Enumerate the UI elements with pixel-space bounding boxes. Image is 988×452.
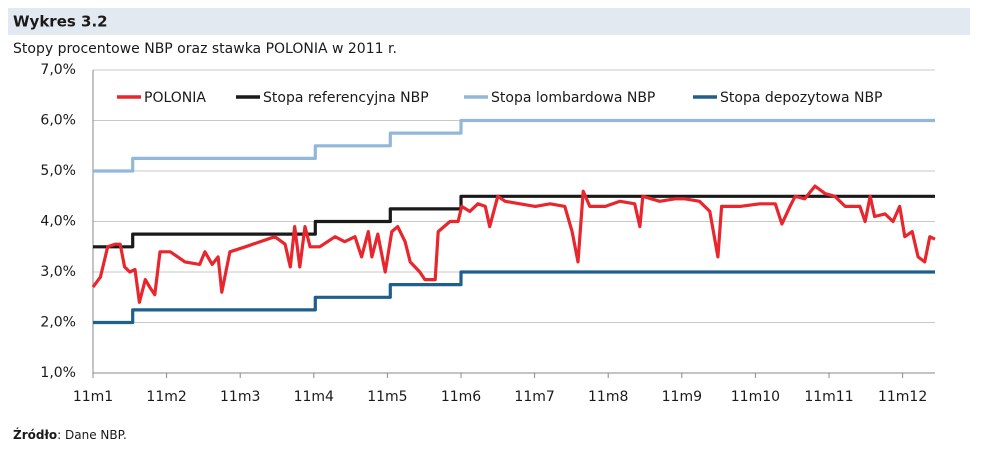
source: Źródło: Dane NBP. [13, 427, 127, 442]
x-tick-label: 11m10 [731, 389, 780, 405]
series-line [93, 270, 935, 325]
legend-label: Stopa referencyjna NBP [263, 90, 429, 106]
x-tick-label: 11m12 [878, 389, 927, 405]
x-tick-label: 11m5 [367, 389, 407, 405]
y-tick-label: 7,0% [40, 62, 76, 78]
source-label: Źródło [13, 427, 57, 442]
x-tick-label: 11m7 [514, 389, 554, 405]
x-tick-label: 11m11 [804, 389, 853, 405]
series-line [91, 184, 936, 304]
x-tick-label: 11m6 [441, 389, 481, 405]
legend-label: POLONIA [144, 90, 206, 106]
y-tick-label: 6,0% [40, 113, 76, 129]
source-text: : Dane NBP. [57, 428, 127, 442]
x-tick-label: 11m4 [294, 389, 334, 405]
header-band [8, 8, 970, 35]
y-tick-label: 5,0% [40, 163, 76, 179]
legend-label: Stopa depozytowa NBP [720, 90, 883, 106]
y-tick-label: 1,0% [40, 365, 76, 381]
y-tick-label: 2,0% [40, 315, 76, 331]
x-tick-label: 11m3 [220, 389, 260, 405]
legend-label: Stopa lombardowa NBP [491, 90, 655, 106]
x-tick-label: 11m8 [588, 389, 628, 405]
series-line [93, 194, 935, 249]
chart-title: Stopy procentowe NBP oraz stawka POLONIA… [13, 41, 397, 57]
y-tick-label: 3,0% [40, 264, 76, 280]
x-tick-label: 11m2 [146, 389, 186, 405]
y-tick-label: 4,0% [40, 214, 76, 230]
x-tick-label: 11m1 [73, 389, 113, 405]
x-tick-label: 11m9 [662, 389, 702, 405]
series-line [93, 118, 935, 173]
header: Wykres 3.2 [13, 13, 108, 31]
